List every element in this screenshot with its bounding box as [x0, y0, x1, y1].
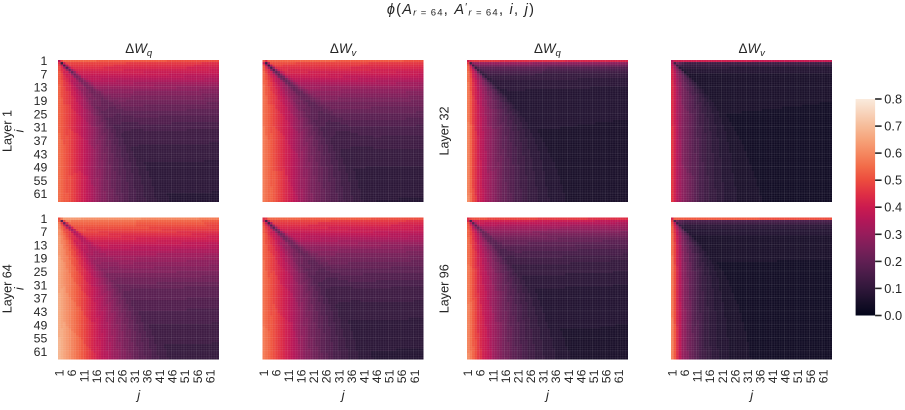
svg-text:41: 41 — [562, 369, 576, 383]
svg-text:Layer 64: Layer 64 — [1, 264, 15, 313]
svg-text:11: 11 — [691, 369, 705, 382]
svg-text:56: 56 — [191, 369, 205, 383]
svg-text:31: 31 — [537, 369, 551, 383]
svg-text:7: 7 — [40, 225, 47, 239]
svg-text:31: 31 — [34, 121, 48, 135]
svg-text:7: 7 — [40, 67, 47, 81]
svg-text:0.5: 0.5 — [884, 173, 902, 188]
svg-text:1: 1 — [257, 369, 271, 376]
svg-text:0.4: 0.4 — [884, 200, 902, 215]
svg-text:21: 21 — [307, 369, 321, 383]
svg-text:61: 61 — [34, 187, 48, 201]
svg-text:16: 16 — [295, 369, 309, 383]
svg-text:1: 1 — [40, 54, 47, 68]
svg-text:43: 43 — [34, 305, 48, 319]
svg-text:11: 11 — [282, 369, 296, 382]
svg-text:49: 49 — [34, 161, 48, 175]
svg-text:56: 56 — [804, 369, 818, 383]
svg-text:0.2: 0.2 — [884, 254, 902, 269]
svg-text:19: 19 — [34, 252, 48, 266]
svg-text:61: 61 — [203, 369, 217, 383]
svg-text:37: 37 — [34, 134, 48, 148]
svg-text:49: 49 — [34, 318, 48, 332]
svg-text:16: 16 — [703, 369, 717, 383]
svg-text:55: 55 — [34, 174, 48, 188]
svg-text:1: 1 — [461, 369, 475, 376]
svg-text:41: 41 — [358, 369, 372, 383]
svg-text:56: 56 — [600, 369, 614, 383]
svg-text:11: 11 — [78, 369, 92, 382]
svg-text:16: 16 — [90, 369, 104, 383]
svg-text:j: j — [340, 388, 346, 403]
svg-text:55: 55 — [34, 332, 48, 346]
svg-text:Layer 96: Layer 96 — [438, 264, 452, 313]
svg-text:36: 36 — [549, 369, 563, 383]
svg-text:61: 61 — [612, 369, 626, 383]
svg-text:46: 46 — [370, 369, 384, 383]
svg-text:43: 43 — [34, 147, 48, 161]
svg-text:31: 31 — [34, 278, 48, 292]
svg-text:16: 16 — [499, 369, 513, 383]
svg-text:6: 6 — [65, 369, 79, 376]
svg-text:13: 13 — [34, 238, 48, 252]
svg-text:0.6: 0.6 — [884, 146, 902, 161]
svg-text:ϕ(Ar = 64, A′r = 64, i, j): ϕ(Ar = 64, A′r = 64, i, j) — [387, 2, 535, 19]
svg-text:j: j — [748, 388, 754, 403]
svg-text:13: 13 — [34, 81, 48, 95]
svg-text:j: j — [135, 388, 141, 403]
svg-text:1: 1 — [53, 369, 67, 376]
svg-text:25: 25 — [34, 107, 48, 121]
svg-text:ΔWq: ΔWq — [534, 41, 562, 59]
svg-text:36: 36 — [141, 369, 155, 383]
svg-text:61: 61 — [408, 369, 422, 383]
svg-text:51: 51 — [383, 369, 397, 383]
svg-text:51: 51 — [587, 369, 601, 383]
svg-text:0.1: 0.1 — [884, 281, 902, 296]
svg-text:21: 21 — [512, 369, 526, 383]
svg-text:26: 26 — [115, 369, 129, 383]
svg-text:41: 41 — [153, 369, 167, 383]
svg-text:ΔWv: ΔWv — [739, 41, 767, 59]
svg-text:46: 46 — [166, 369, 180, 383]
svg-text:46: 46 — [779, 369, 793, 383]
svg-text:1: 1 — [40, 212, 47, 226]
svg-text:31: 31 — [741, 369, 755, 383]
svg-text:31: 31 — [128, 369, 142, 383]
svg-text:25: 25 — [34, 265, 48, 279]
svg-text:ΔWv: ΔWv — [330, 41, 358, 59]
svg-text:Layer 32: Layer 32 — [438, 106, 452, 155]
svg-text:6: 6 — [269, 369, 283, 376]
svg-text:Layer 1: Layer 1 — [1, 110, 15, 152]
svg-text:31: 31 — [332, 369, 346, 383]
svg-text:11: 11 — [486, 369, 500, 382]
svg-text:0.8: 0.8 — [884, 92, 902, 107]
svg-text:j: j — [544, 388, 550, 403]
svg-text:19: 19 — [34, 94, 48, 108]
svg-text:6: 6 — [678, 369, 692, 376]
svg-text:51: 51 — [178, 369, 192, 383]
svg-text:26: 26 — [320, 369, 334, 383]
svg-text:46: 46 — [574, 369, 588, 383]
svg-text:61: 61 — [816, 369, 830, 383]
svg-text:i: i — [12, 128, 27, 132]
svg-text:37: 37 — [34, 292, 48, 306]
svg-text:6: 6 — [474, 369, 488, 376]
svg-text:0.3: 0.3 — [884, 227, 902, 242]
svg-text:36: 36 — [754, 369, 768, 383]
svg-text:0.7: 0.7 — [884, 119, 902, 134]
svg-text:41: 41 — [766, 369, 780, 383]
svg-text:1: 1 — [666, 369, 680, 376]
svg-text:56: 56 — [395, 369, 409, 383]
svg-text:0.0: 0.0 — [884, 308, 902, 323]
svg-text:26: 26 — [728, 369, 742, 383]
svg-text:21: 21 — [716, 369, 730, 383]
svg-text:21: 21 — [103, 369, 117, 383]
svg-text:51: 51 — [791, 369, 805, 383]
svg-text:61: 61 — [34, 345, 48, 359]
svg-text:i: i — [12, 286, 27, 290]
svg-text:ΔWq: ΔWq — [125, 41, 153, 59]
svg-text:36: 36 — [345, 369, 359, 383]
svg-text:26: 26 — [524, 369, 538, 383]
